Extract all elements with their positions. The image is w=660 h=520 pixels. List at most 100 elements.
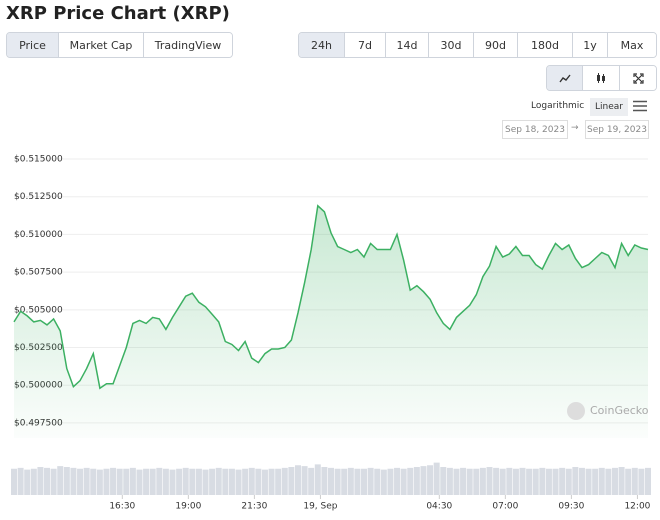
volume-bar: [578, 467, 585, 495]
tab[interactable]: Price: [7, 33, 58, 57]
volume-bar: [209, 468, 216, 495]
volume-bar: [433, 462, 440, 495]
candle-view-button[interactable]: [582, 66, 619, 90]
volume-bar: [618, 467, 625, 495]
volume-bar: [37, 467, 44, 495]
volume-bar: [572, 467, 579, 495]
volume-bar: [328, 467, 334, 495]
volume-bar: [156, 467, 163, 495]
x-tick-label: 19, Sep: [303, 502, 337, 512]
date-separator: →: [571, 123, 579, 133]
x-tick-label: 16:30: [109, 502, 135, 512]
volume-bar: [110, 467, 117, 495]
volume-bar: [83, 467, 90, 495]
range-button[interactable]: 1y: [572, 33, 607, 57]
range-group: 24h 7d 14d 30d 90d 180d 1y Max: [298, 32, 657, 58]
volume-bar: [565, 468, 572, 495]
volume-bar: [281, 467, 288, 495]
volume-bar: [611, 467, 618, 495]
volume-bar: [195, 468, 202, 495]
volume-bar: [539, 467, 546, 495]
scale-option[interactable]: Logarithmic: [531, 101, 585, 111]
volume-bar: [57, 466, 64, 495]
volume-bar: [592, 468, 599, 495]
page-title: XRP Price Chart (XRP): [6, 3, 230, 24]
volume-bar: [116, 468, 123, 495]
volume-bar: [294, 465, 301, 495]
volume-bar: [420, 466, 427, 495]
volume-bar: [70, 467, 77, 495]
volume-bar: [136, 469, 143, 495]
range-button[interactable]: 180d: [517, 33, 572, 57]
line-view-button[interactable]: [547, 66, 582, 90]
volume-bar: [261, 469, 268, 495]
fullscreen-button[interactable]: [619, 66, 656, 90]
volume-bar: [242, 468, 249, 495]
watermark: CoinGecko: [567, 402, 649, 420]
x-tick-label: 12:00: [624, 502, 650, 512]
volume-bar: [473, 468, 480, 495]
volume-bar: [202, 469, 209, 495]
x-tick-label: 21:30: [241, 502, 267, 512]
volume-bar: [354, 468, 361, 495]
volume-bar: [638, 468, 645, 495]
volume-bar: [453, 468, 460, 495]
range-button[interactable]: 24h: [299, 33, 344, 57]
volume-bar: [228, 468, 235, 495]
volume-bar: [321, 467, 328, 495]
volume-bar: [460, 467, 467, 495]
tab[interactable]: TradingView: [143, 33, 232, 57]
volume-bar: [645, 467, 651, 495]
range-button[interactable]: 7d: [344, 33, 385, 57]
watermark-text: CoinGecko: [590, 404, 649, 417]
volume-bar: [77, 468, 84, 495]
range-button[interactable]: 14d: [385, 33, 428, 57]
range-button[interactable]: 90d: [473, 33, 517, 57]
volume-bar: [446, 467, 453, 495]
volume-bar: [512, 468, 519, 495]
volume-bar: [222, 468, 229, 495]
volume-bar: [103, 468, 110, 495]
volume-bar: [248, 467, 255, 495]
tab[interactable]: Market Cap: [58, 33, 143, 57]
volume-bar: [334, 468, 341, 495]
date-from[interactable]: Sep 18, 2023: [502, 120, 568, 139]
range-button[interactable]: 30d: [428, 33, 473, 57]
volume-bar: [176, 468, 183, 495]
volume-bar: [162, 468, 169, 495]
volume-bar: [598, 467, 605, 495]
volume-bar: [169, 469, 176, 495]
x-tick-label: 07:00: [492, 502, 518, 512]
volume-bar: [559, 467, 566, 495]
price-line: [13, 204, 649, 390]
y-tick-label: $0.510000: [14, 230, 63, 240]
volume-bar: [90, 468, 97, 495]
volume-bar: [361, 468, 368, 495]
y-tick-label: $0.515000: [14, 155, 63, 165]
volume-bar: [605, 468, 612, 495]
volume-bar: [189, 468, 196, 495]
volume-bar: [308, 467, 315, 495]
volume-bar: [413, 467, 420, 495]
volume-bar: [182, 467, 189, 495]
volume-bar: [143, 468, 150, 495]
volume-bar: [275, 468, 282, 495]
volume-bar: [123, 468, 130, 495]
date-to[interactable]: Sep 19, 2023: [585, 120, 649, 139]
volume-bar: [499, 468, 506, 495]
menu-icon[interactable]: [633, 100, 647, 112]
volume-bar: [493, 467, 500, 495]
volume-bar: [545, 468, 552, 495]
volume-bar: [129, 467, 136, 495]
range-button[interactable]: Max: [607, 33, 656, 57]
scale-option[interactable]: Linear: [590, 98, 628, 116]
volume-bar: [301, 466, 308, 495]
volume-bar: [394, 467, 401, 495]
volume-bar: [552, 468, 559, 495]
x-tick-label: 19:00: [175, 502, 201, 512]
volume-bar: [479, 467, 486, 495]
volume-bar: [532, 468, 539, 495]
volume-bar: [407, 467, 414, 495]
volume-bar: [427, 465, 434, 495]
